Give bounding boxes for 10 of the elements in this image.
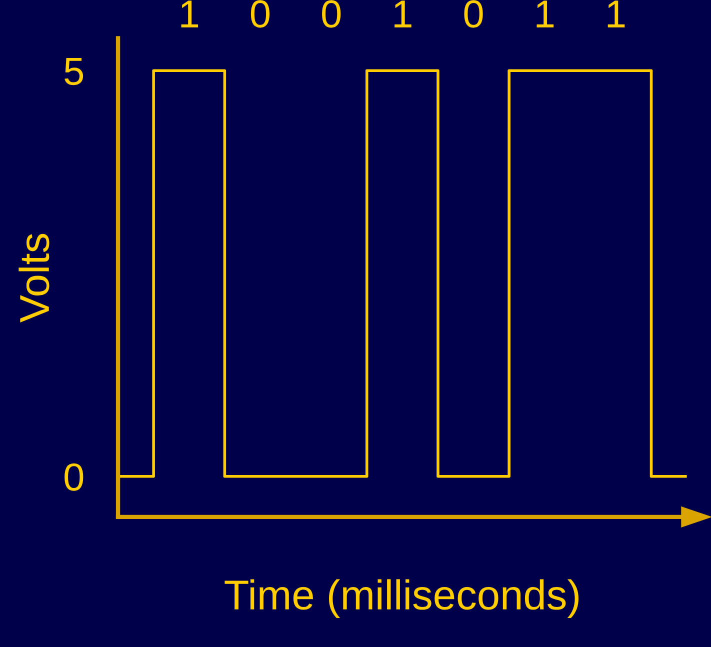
x-tick-label: 1 [181,0,198,28]
y-tick-label: 5 [64,58,84,86]
y-axis-title: Volts [18,234,50,323]
x-tick-label: 0 [464,0,483,28]
x-axis-title: Time (milliseconds) [224,579,578,618]
x-tick-label: 1 [394,0,412,28]
x-tick-label: 1 [536,0,554,28]
x-tick-label: 0 [322,0,341,28]
x-tick-label: 1 [608,0,625,28]
x-tick-label: 0 [250,0,270,28]
